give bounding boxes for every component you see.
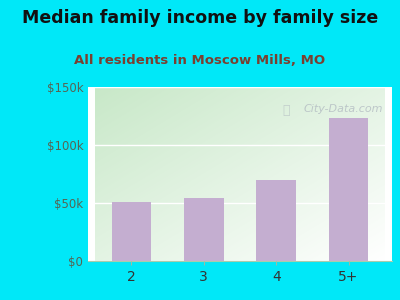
Text: Ⓢ: Ⓢ: [282, 104, 290, 117]
Bar: [112, 202, 151, 261]
Text: City-Data.com: City-Data.com: [303, 104, 383, 114]
Bar: [329, 118, 368, 261]
Text: All residents in Moscow Mills, MO: All residents in Moscow Mills, MO: [74, 54, 326, 67]
Bar: [184, 198, 224, 261]
Bar: [256, 180, 296, 261]
Text: Median family income by family size: Median family income by family size: [22, 9, 378, 27]
